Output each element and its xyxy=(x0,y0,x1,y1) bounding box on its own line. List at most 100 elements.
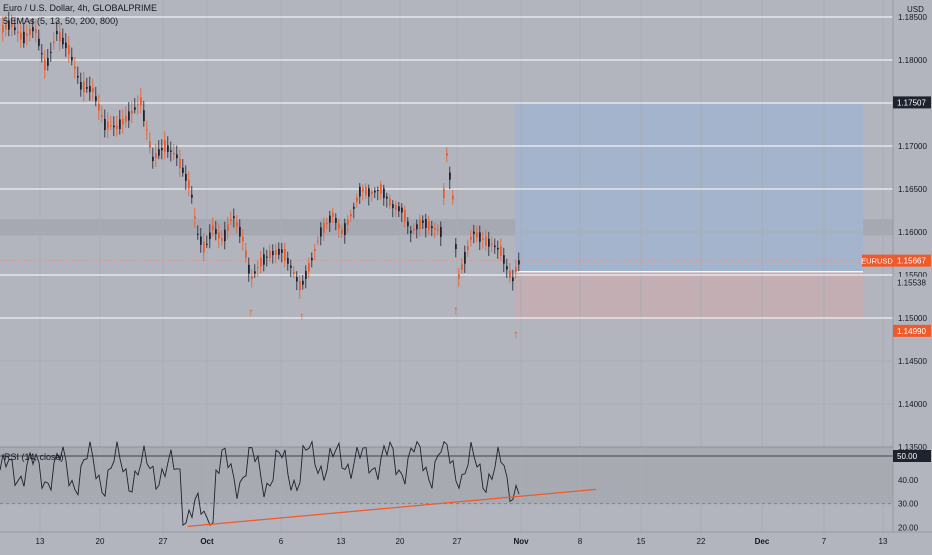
candle-body xyxy=(146,129,148,131)
candle-body xyxy=(245,250,247,258)
price-tick-label: 1.13500 xyxy=(898,443,927,452)
target-zone[interactable] xyxy=(515,102,863,272)
candle-body xyxy=(263,254,265,265)
rsi-trendline[interactable] xyxy=(187,488,597,527)
candle-body xyxy=(56,30,58,35)
candle-body xyxy=(68,45,70,55)
candle-body xyxy=(425,219,427,228)
candle-body xyxy=(227,224,229,231)
rsi-band xyxy=(0,447,893,504)
price-tick-label: 1.16000 xyxy=(898,228,927,237)
price-badge[interactable] xyxy=(893,276,931,289)
up-arrow-icon[interactable]: ↑ xyxy=(299,309,305,323)
indicator-label[interactable]: 5 EMAs (5, 13, 50, 200, 800) xyxy=(3,16,118,26)
candle-body xyxy=(41,53,43,55)
time-tick-label: 22 xyxy=(697,537,706,546)
candle-body xyxy=(254,271,256,274)
candle-body xyxy=(188,179,190,189)
candle-body xyxy=(353,206,355,209)
candle-body xyxy=(455,244,457,250)
symbol-title[interactable]: Euro / U.S. Dollar, 4h, GLOBALPRIME xyxy=(3,3,157,13)
candle-body xyxy=(176,154,178,159)
candle-body xyxy=(191,194,193,198)
candle-body xyxy=(152,156,154,162)
symbol-badge[interactable] xyxy=(862,254,893,267)
candle-body xyxy=(80,82,82,90)
candle-body xyxy=(362,188,364,192)
time-tick-label: Oct xyxy=(200,537,214,546)
candle-body xyxy=(89,85,91,93)
candle-body xyxy=(116,125,118,129)
candle-body xyxy=(446,153,448,156)
time-tick-label: 20 xyxy=(96,537,105,546)
candle-body xyxy=(515,267,517,273)
candle-body xyxy=(8,20,10,30)
candle-body xyxy=(395,205,397,210)
candle-body xyxy=(485,236,487,246)
candle-body xyxy=(440,227,442,237)
up-arrow-icon[interactable]: ↑ xyxy=(513,327,519,341)
candle-body xyxy=(230,219,232,221)
candle-body xyxy=(29,29,31,35)
candle-body xyxy=(119,119,121,130)
candle-body xyxy=(11,23,13,27)
candle-body xyxy=(203,241,205,253)
candle-body xyxy=(260,257,262,267)
candle-body xyxy=(281,249,283,253)
candle-body xyxy=(110,125,112,127)
candle-body xyxy=(20,32,22,40)
up-arrow-icon[interactable]: ↑ xyxy=(453,303,459,317)
candle-body xyxy=(323,222,325,233)
price-tick-label: 1.18000 xyxy=(898,56,927,65)
rsi-line xyxy=(0,440,520,527)
up-arrow-icon[interactable]: ↑ xyxy=(248,305,254,319)
candle-body xyxy=(317,240,319,242)
time-tick-label: 20 xyxy=(396,537,405,546)
candle-body xyxy=(359,186,361,197)
candle-body xyxy=(476,232,478,238)
candle-body xyxy=(332,212,334,217)
candle-body xyxy=(125,115,127,122)
candle-body xyxy=(167,145,169,152)
price-badge[interactable] xyxy=(893,324,931,337)
candle-body xyxy=(266,256,268,258)
candle-body xyxy=(401,207,403,213)
price-badge[interactable] xyxy=(893,96,931,109)
candle-body xyxy=(179,158,181,169)
time-tick-label: 8 xyxy=(578,537,583,546)
candle-body xyxy=(365,186,367,196)
rsi-label[interactable]: RSI (14, close) xyxy=(4,452,64,462)
candle-body xyxy=(14,27,16,31)
candle-body xyxy=(161,148,163,151)
candle-body xyxy=(380,184,382,194)
candle-body xyxy=(491,243,493,246)
candle-body xyxy=(500,245,502,256)
candle-body xyxy=(251,276,253,279)
stop-zone[interactable] xyxy=(515,271,863,319)
price-tick-label: 1.16500 xyxy=(898,185,927,194)
candle-body xyxy=(431,226,433,229)
candle-body xyxy=(155,153,157,159)
candle-body xyxy=(257,267,259,269)
candle-body xyxy=(350,213,352,217)
candle-body xyxy=(413,228,415,231)
time-tick-label: 27 xyxy=(453,537,462,546)
candle-body xyxy=(107,121,109,129)
rsi-badge[interactable] xyxy=(893,450,931,462)
candle-body xyxy=(326,222,328,225)
candle-body xyxy=(35,28,37,34)
candle-body xyxy=(296,277,298,282)
candle-body xyxy=(248,264,250,274)
candle-body xyxy=(158,149,160,156)
candle-body xyxy=(149,141,151,148)
candle-body xyxy=(464,251,466,264)
candle-body xyxy=(272,251,274,256)
candle-body xyxy=(128,111,130,121)
time-tick-label: 13 xyxy=(337,537,346,546)
time-tick-label: Dec xyxy=(755,537,770,546)
rsi-tick-label: 40.00 xyxy=(898,476,919,485)
price-badge[interactable] xyxy=(893,254,931,267)
candle-body xyxy=(503,255,505,264)
